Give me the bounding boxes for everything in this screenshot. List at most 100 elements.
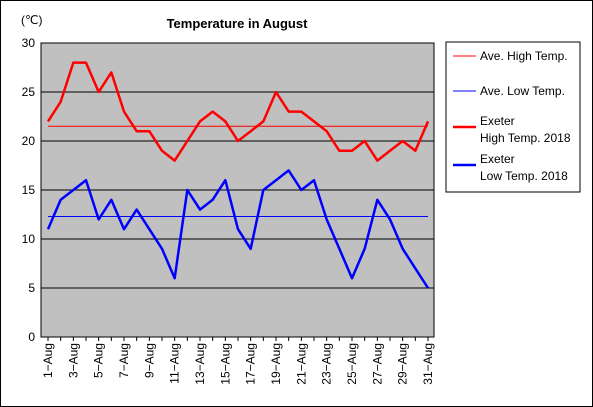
data-point: [97, 218, 99, 220]
x-tick-label: 21−Aug: [294, 343, 308, 385]
data-point: [186, 189, 188, 191]
data-point: [135, 130, 137, 132]
data-point: [414, 125, 416, 127]
data-point: [414, 267, 416, 269]
data-point: [211, 110, 213, 112]
data-point: [275, 215, 277, 217]
data-point: [376, 125, 378, 127]
x-tick-label: 9−Aug: [142, 343, 156, 378]
data-point: [123, 228, 125, 230]
data-point: [338, 125, 340, 127]
data-point: [173, 125, 175, 127]
data-point: [338, 248, 340, 250]
data-point: [275, 125, 277, 127]
data-point: [47, 228, 49, 230]
data-point: [325, 125, 327, 127]
data-point: [275, 179, 277, 181]
data-point: [224, 120, 226, 122]
data-point: [237, 228, 239, 230]
data-point: [300, 189, 302, 191]
data-point: [237, 125, 239, 127]
data-point: [148, 215, 150, 217]
x-tick-label: 1−Aug: [41, 343, 55, 378]
unit-label: (℃): [21, 13, 42, 27]
data-point: [262, 120, 264, 122]
data-point: [199, 215, 201, 217]
data-point: [72, 61, 74, 63]
data-point: [249, 248, 251, 250]
data-point: [85, 61, 87, 63]
data-point: [351, 277, 353, 279]
data-point: [59, 199, 61, 201]
series-line-3: [46, 61, 430, 162]
data-point: [59, 125, 61, 127]
data-point: [186, 125, 188, 127]
data-point: [148, 130, 150, 132]
data-point: [97, 125, 99, 127]
legend-label: Exeter: [480, 114, 515, 128]
data-point: [376, 199, 378, 201]
data-point: [211, 215, 213, 217]
data-point: [135, 215, 137, 217]
data-point: [351, 125, 353, 127]
legend-label: High Temp. 2018: [480, 131, 571, 145]
data-point: [72, 215, 74, 217]
legend-label: Low Temp. 2018: [480, 169, 568, 183]
data-point: [249, 130, 251, 132]
data-point: [135, 125, 137, 127]
legend-label: Ave. Low Temp.: [480, 84, 565, 98]
x-tick-label: 19−Aug: [269, 343, 283, 385]
data-point: [325, 130, 327, 132]
data-point: [47, 125, 49, 127]
data-point: [363, 248, 365, 250]
x-tick-label: 25−Aug: [345, 343, 359, 385]
data-point: [110, 199, 112, 201]
data-point: [110, 125, 112, 127]
y-tick-label: 15: [22, 183, 36, 197]
data-point: [275, 91, 277, 93]
data-point: [389, 150, 391, 152]
data-point: [237, 140, 239, 142]
data-point: [262, 189, 264, 191]
data-point: [161, 248, 163, 250]
x-tick-label: 11−Aug: [168, 343, 182, 384]
data-point: [325, 218, 327, 220]
legend-label: Exeter: [480, 152, 515, 166]
data-point: [313, 125, 315, 127]
data-point: [148, 125, 150, 127]
data-point: [85, 179, 87, 181]
data-point: [249, 125, 251, 127]
data-point: [401, 215, 403, 217]
data-point: [401, 248, 403, 250]
data-point: [287, 215, 289, 217]
x-tick-label: 17−Aug: [244, 343, 258, 385]
x-tick-label: 7−Aug: [117, 343, 131, 378]
plot-area: 0 5 10 15 20 25 30 1−Aug 3−Aug 5−Aug 7−Aug 9−Aug 11−…: [22, 36, 435, 385]
data-point: [224, 215, 226, 217]
data-point: [224, 179, 226, 181]
data-point: [287, 110, 289, 112]
legend-border: [445, 41, 581, 193]
data-point: [173, 277, 175, 279]
data-point: [427, 120, 429, 122]
y-tick-label: 20: [22, 134, 36, 148]
data-point: [414, 215, 416, 217]
data-point: [313, 215, 315, 217]
data-point: [186, 140, 188, 142]
data-point: [59, 101, 61, 103]
data-point: [363, 215, 365, 217]
y-tick-label: 25: [22, 85, 36, 99]
x-tick-label: 29−Aug: [396, 343, 410, 385]
x-tick-label: 23−Aug: [320, 343, 334, 385]
data-point: [110, 215, 112, 217]
data-point: [414, 150, 416, 152]
data-point: [363, 125, 365, 127]
data-point: [389, 125, 391, 127]
data-point: [401, 125, 403, 127]
data-point: [97, 91, 99, 93]
data-point: [123, 125, 125, 127]
data-point: [351, 215, 353, 217]
data-point: [262, 125, 264, 127]
data-point: [85, 125, 87, 127]
